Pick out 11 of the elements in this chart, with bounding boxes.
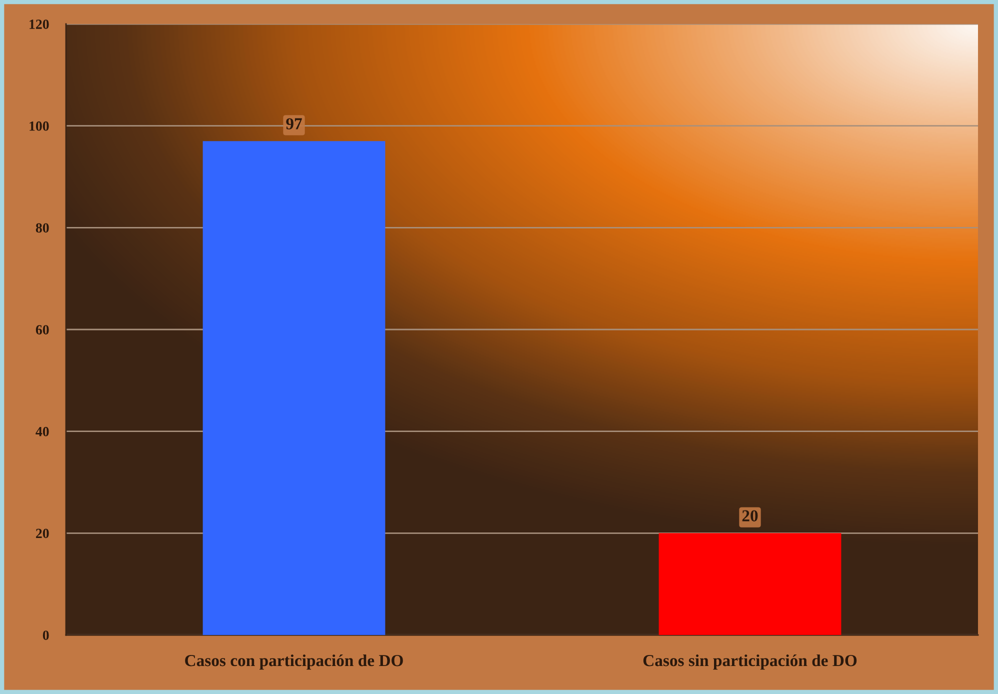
x-tick-label: Casos sin participación de DO (643, 654, 857, 670)
y-tick-label: 20 (36, 528, 49, 538)
y-tick-label: 60 (36, 325, 49, 334)
x-tick-label: Casos con participación de DO (185, 654, 403, 670)
y-tick-label: 120 (30, 20, 49, 29)
data-label: 20 (742, 510, 758, 522)
y-tick-label: 100 (30, 121, 49, 131)
data-label: 97 (286, 118, 302, 130)
y-tick-label: 80 (36, 223, 49, 233)
y-tick-label: 0 (42, 630, 49, 640)
y-tick-label: 40 (36, 426, 49, 436)
